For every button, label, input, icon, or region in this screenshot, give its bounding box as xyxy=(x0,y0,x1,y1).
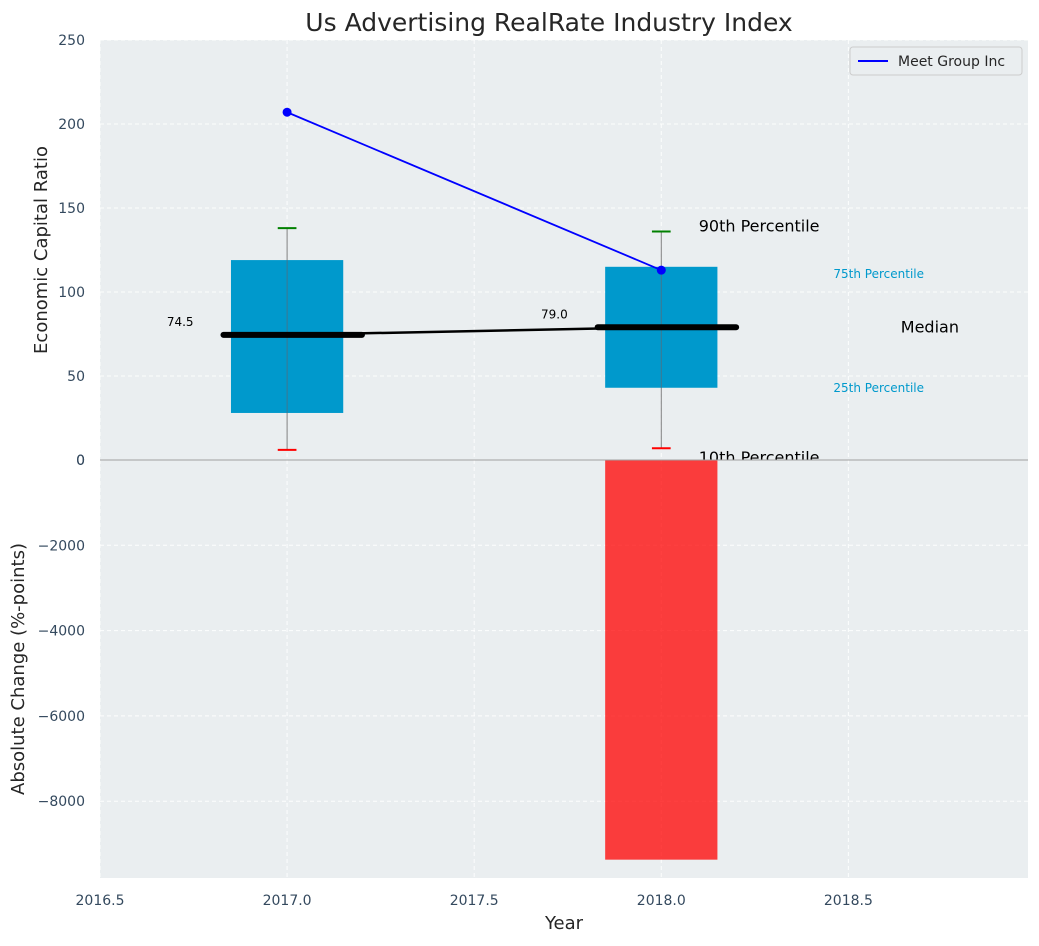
top-y-axis-label: Economic Capital Ratio xyxy=(31,146,52,354)
top-y-tick-label: 150 xyxy=(58,201,85,217)
legend-box xyxy=(849,46,1023,76)
median-trend-line xyxy=(287,326,662,337)
x-tick-label: 2016.5 xyxy=(76,893,125,909)
median-value-label-2017: 74.5 xyxy=(167,315,194,329)
series-line-meet-group xyxy=(286,111,662,271)
legend-label-meet-group: Meet Group Inc xyxy=(898,54,1005,70)
bottom-y-tick-label: −4000 xyxy=(38,624,85,640)
top-y-tick-label: 50 xyxy=(67,369,85,385)
x-tick-label: 2017.5 xyxy=(450,893,499,909)
top-y-tick-label: 0 xyxy=(76,453,85,469)
x-axis-label: Year xyxy=(544,913,584,934)
bottom-y-tick-label: 0 xyxy=(76,453,85,469)
median-value-label-2018: 79.0 xyxy=(541,307,568,321)
series-point-2017 xyxy=(282,107,292,117)
chart-title: Us Advertising RealRate Industry Index xyxy=(305,8,792,37)
top-y-tick-label: 100 xyxy=(58,285,85,301)
bottom-y-tick-label: −2000 xyxy=(38,538,85,554)
series-point-2018 xyxy=(656,265,666,275)
x-tick-label: 2018.5 xyxy=(824,893,873,909)
bottom-y-axis-label: Absolute Change (%-points) xyxy=(8,543,29,795)
top-y-tick-label: 250 xyxy=(58,33,85,49)
annotation-median: Median xyxy=(901,317,959,336)
annotation-p25: 25th Percentile xyxy=(833,381,924,395)
bottom-y-tick-label: −6000 xyxy=(38,709,85,725)
bottom-plot-area xyxy=(100,460,1028,878)
x-tick-label: 2017.0 xyxy=(263,893,312,909)
legend: Meet Group Inc xyxy=(849,46,1023,76)
top-y-tick-label: 200 xyxy=(58,117,85,133)
x-tick-label: 2018.0 xyxy=(637,893,686,909)
annotation-p75: 75th Percentile xyxy=(833,267,924,281)
annotation-p90: 90th Percentile xyxy=(699,217,820,236)
change-bar-2018 xyxy=(605,460,718,860)
bottom-y-tick-label: −8000 xyxy=(38,794,85,810)
